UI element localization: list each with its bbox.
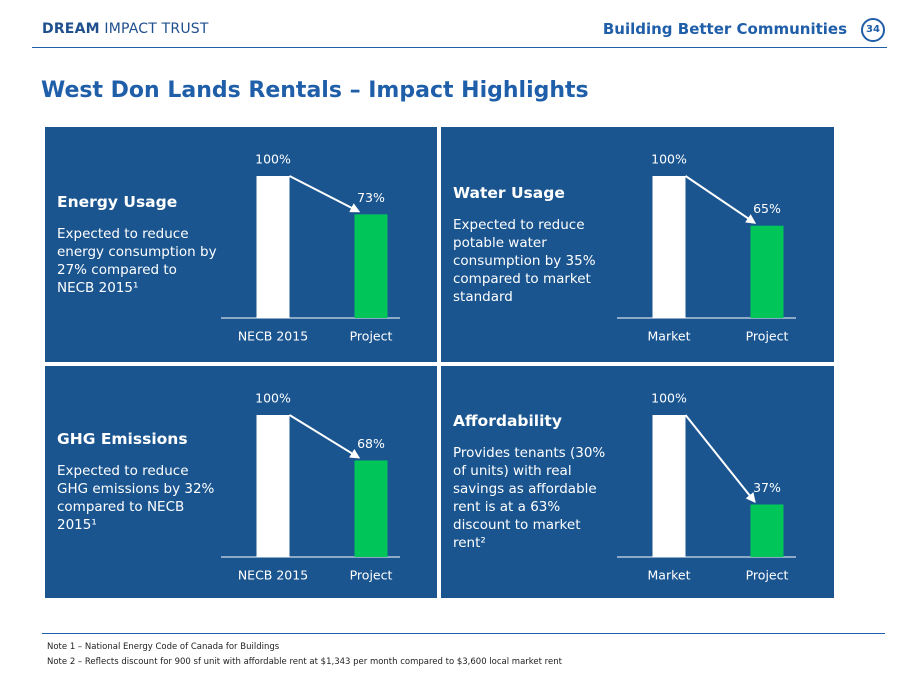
panel-title: GHG Emissions	[57, 430, 188, 448]
panel-title: Water Usage	[453, 183, 565, 202]
bar	[256, 415, 290, 557]
category-label: Project	[746, 329, 789, 344]
value-label: 100%	[651, 391, 687, 406]
value-label: 37%	[753, 480, 781, 495]
mini-chart: 100% Market 65% Project	[617, 152, 796, 344]
arrow	[684, 414, 756, 504]
bar	[652, 415, 686, 557]
panel: GHG Emissions Expected to reduce GHG emis…	[45, 366, 437, 598]
logo: DREAM IMPACT TRUST	[42, 21, 209, 37]
bar	[354, 214, 388, 318]
panel: Energy Usage Expected to reduce energy co…	[45, 127, 437, 362]
page-number: 34	[861, 18, 885, 42]
note: Note 1 – National Energy Code of Canada …	[47, 642, 280, 652]
mini-chart: 100% Market 37% Project	[617, 391, 796, 583]
panel-title: Affordability	[453, 412, 562, 430]
footer-rule	[42, 633, 885, 634]
panel: Water Usage Expected to reduce potable wa…	[441, 127, 834, 362]
logo-main: DREAM	[42, 21, 100, 37]
bar	[750, 504, 784, 557]
value-label: 73%	[357, 190, 385, 205]
value-label: 68%	[357, 436, 385, 451]
mini-chart: 100% NECB 2015 73% Project	[221, 152, 400, 344]
panel-title: Energy Usage	[57, 192, 178, 211]
value-label: 100%	[651, 152, 687, 167]
header-rule	[32, 47, 887, 48]
bar	[354, 460, 388, 557]
panel-text: Energy Usage Expected to reduce energy co…	[57, 127, 217, 362]
arrow	[288, 414, 361, 459]
panel: Affordability Provides tenants (30% of un…	[441, 366, 834, 598]
value-label: 100%	[255, 391, 291, 406]
mini-chart: 100% NECB 2015 68% Project	[221, 391, 400, 583]
value-label: 100%	[255, 152, 291, 167]
note: Note 2 – Reflects discount for 900 sf un…	[47, 657, 562, 667]
panel-text: GHG Emissions Expected to reduce GHG emis…	[57, 366, 217, 598]
category-label: Market	[648, 568, 691, 583]
page-title: West Don Lands Rentals – Impact Highligh…	[41, 78, 589, 103]
bar	[256, 176, 290, 318]
category-label: Project	[350, 329, 393, 344]
category-label: Market	[648, 329, 691, 344]
category-label: Project	[350, 568, 393, 583]
tagline: Building Better Communities	[602, 20, 847, 38]
value-label: 65%	[753, 201, 781, 216]
panel-text: Affordability Provides tenants (30% of un…	[453, 366, 613, 598]
bar	[652, 176, 686, 318]
panel-description: Expected to reduce potable water consump…	[453, 216, 596, 305]
category-label: NECB 2015	[238, 568, 308, 583]
panel-text: Water Usage Expected to reduce potable wa…	[453, 127, 613, 362]
panel-description: Provides tenants (30% of units) with rea…	[453, 445, 606, 551]
category-label: NECB 2015	[238, 329, 308, 344]
arrow	[289, 175, 361, 213]
bar	[750, 225, 784, 318]
logo-suffix: IMPACT TRUST	[104, 21, 209, 37]
category-label: Project	[746, 568, 789, 583]
arrow	[684, 175, 757, 224]
panel-description: Expected to reduce GHG emissions by 32% …	[57, 463, 215, 533]
panel-description: Expected to reduce energy consumption by…	[57, 225, 217, 296]
